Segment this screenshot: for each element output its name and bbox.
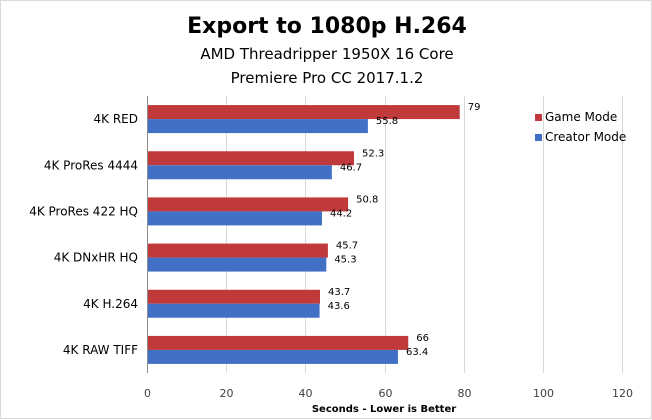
game-mode-bar — [148, 197, 349, 212]
creator-mode-value-label: 43.6 — [328, 301, 350, 312]
legend: Game Mode Creator Mode — [535, 110, 626, 144]
legend-swatch — [535, 134, 542, 141]
bars — [148, 105, 460, 364]
x-tick-label: 0 — [144, 387, 151, 400]
gridlines — [147, 96, 623, 373]
creator-mode-bar — [148, 349, 398, 364]
x-tick-label: 80 — [458, 387, 472, 400]
creator-mode-bar — [148, 165, 332, 180]
game-mode-bar — [148, 289, 320, 304]
game-mode-value-label: 50.8 — [356, 194, 378, 205]
game-mode-bar — [148, 151, 355, 166]
game-mode-bar — [148, 105, 460, 120]
category-label: 4K H.264 — [83, 297, 138, 311]
x-axis-title: Seconds - Lower is Better — [312, 404, 456, 415]
game-mode-value-label: 52.3 — [362, 148, 384, 159]
game-mode-bar — [148, 335, 409, 350]
category-label: 4K DNxHR HQ — [54, 251, 138, 265]
chart-subtitle-line-1: AMD Threadripper 1950X 16 Core — [200, 45, 453, 63]
game-mode-value-label: 43.7 — [328, 287, 350, 298]
game-mode-value-label: 79 — [468, 102, 481, 113]
legend-entry: Game Mode — [545, 110, 617, 124]
creator-mode-value-label: 44.2 — [330, 208, 352, 219]
creator-mode-value-label: 63.4 — [406, 347, 428, 358]
x-axis-ticks: 0 20 40 60 80 100 120 — [144, 387, 633, 400]
creator-mode-bar — [148, 119, 368, 134]
x-tick-label: 120 — [612, 387, 633, 400]
creator-mode-bar — [148, 303, 320, 318]
x-tick-label: 60 — [379, 387, 393, 400]
legend-swatch — [535, 114, 542, 121]
category-label: 4K ProRes 4444 — [44, 158, 138, 172]
creator-mode-bar — [148, 257, 327, 272]
category-label: 4K ProRes 422 HQ — [29, 204, 138, 218]
chart-subtitle-line-2: Premiere Pro CC 2017.1.2 — [231, 69, 424, 87]
x-tick-label: 40 — [299, 387, 313, 400]
creator-mode-value-label: 46.7 — [340, 162, 362, 173]
game-mode-bar — [148, 243, 328, 258]
x-tick-label: 100 — [533, 387, 554, 400]
creator-mode-value-label: 55.8 — [376, 116, 398, 127]
category-labels: 4K RED 4K ProRes 4444 4K ProRes 422 HQ 4K D… — [29, 112, 138, 357]
chart-title: Export to 1080p H.264 — [187, 14, 467, 39]
category-label: 4K RAW TIFF — [63, 343, 138, 357]
category-label: 4K RED — [94, 112, 138, 126]
creator-mode-bar — [148, 211, 322, 226]
data-labels: 79 55.8 52.346.7 50.8 44.2 45.7 45.3 43.7 43.6 66… — [328, 102, 481, 358]
x-tick-label: 20 — [220, 387, 234, 400]
game-mode-value-label: 45.7 — [336, 241, 358, 252]
game-mode-value-label: 66 — [416, 333, 429, 344]
legend-entry: Creator Mode — [545, 130, 626, 144]
creator-mode-value-label: 45.3 — [334, 255, 356, 266]
